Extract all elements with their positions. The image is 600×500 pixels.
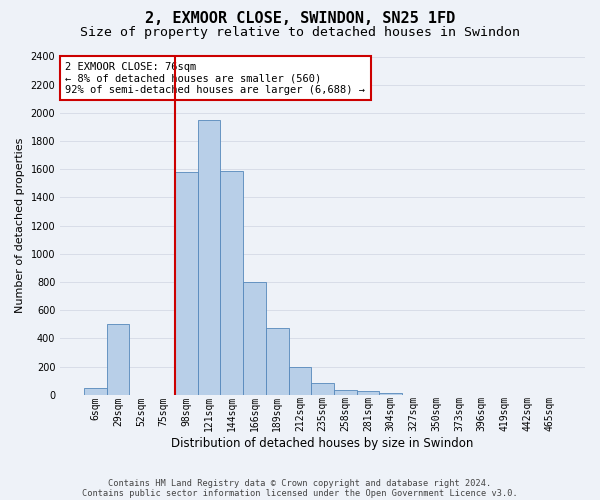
Text: 2, EXMOOR CLOSE, SWINDON, SN25 1FD: 2, EXMOOR CLOSE, SWINDON, SN25 1FD	[145, 11, 455, 26]
Text: 2 EXMOOR CLOSE: 76sqm
← 8% of detached houses are smaller (560)
92% of semi-deta: 2 EXMOOR CLOSE: 76sqm ← 8% of detached h…	[65, 62, 365, 95]
Bar	[107, 324, 130, 395]
Bar	[243, 282, 266, 395]
Bar	[379, 392, 402, 395]
X-axis label: Distribution of detached houses by size in Swindon: Distribution of detached houses by size …	[172, 437, 474, 450]
Bar	[289, 366, 311, 395]
Text: Size of property relative to detached houses in Swindon: Size of property relative to detached ho…	[80, 26, 520, 39]
Bar	[311, 383, 334, 395]
Bar	[175, 172, 197, 395]
Bar	[220, 170, 243, 395]
Bar	[197, 120, 220, 395]
Bar	[84, 388, 107, 395]
Bar	[266, 328, 289, 395]
Bar	[334, 390, 356, 395]
Y-axis label: Number of detached properties: Number of detached properties	[15, 138, 25, 314]
Text: Contains HM Land Registry data © Crown copyright and database right 2024.
Contai: Contains HM Land Registry data © Crown c…	[82, 479, 518, 498]
Bar	[356, 392, 379, 395]
